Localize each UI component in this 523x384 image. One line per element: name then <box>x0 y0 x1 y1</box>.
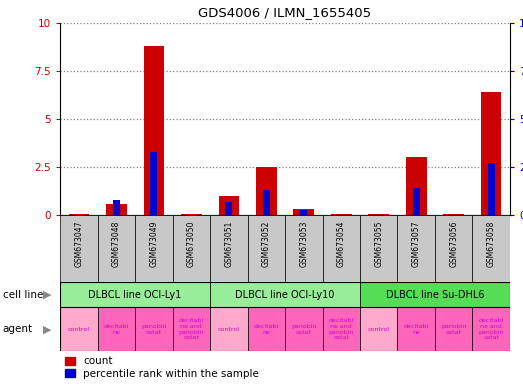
Text: decitabi
ne and
panobin
ostat: decitabi ne and panobin ostat <box>328 318 354 341</box>
Bar <box>360 282 510 307</box>
Text: GSM673055: GSM673055 <box>374 220 383 267</box>
Bar <box>285 215 323 282</box>
Bar <box>60 282 210 307</box>
Text: control: control <box>218 327 240 332</box>
Text: DLBCL line OCI-Ly1: DLBCL line OCI-Ly1 <box>88 290 181 300</box>
Bar <box>406 157 427 215</box>
Bar <box>435 307 472 351</box>
Text: control: control <box>368 327 390 332</box>
Bar <box>397 215 435 282</box>
Legend: count, percentile rank within the sample: count, percentile rank within the sample <box>65 356 259 379</box>
Bar <box>323 215 360 282</box>
Text: GSM673048: GSM673048 <box>112 220 121 267</box>
Text: GSM673058: GSM673058 <box>487 220 496 267</box>
Text: panobin
ostat: panobin ostat <box>141 324 167 335</box>
Bar <box>210 307 247 351</box>
Bar <box>472 307 510 351</box>
Text: panobin
ostat: panobin ostat <box>441 324 467 335</box>
Bar <box>210 215 247 282</box>
Bar <box>60 307 98 351</box>
Text: decitabi
ne and
panobin
ostat: decitabi ne and panobin ostat <box>479 318 504 341</box>
Bar <box>263 190 270 215</box>
Text: DLBCL line Su-DHL6: DLBCL line Su-DHL6 <box>385 290 484 300</box>
Bar <box>98 307 135 351</box>
Bar <box>219 196 239 215</box>
Bar <box>247 215 285 282</box>
Text: GSM673050: GSM673050 <box>187 220 196 267</box>
Bar <box>444 214 464 215</box>
Text: GSM673054: GSM673054 <box>337 220 346 267</box>
Text: GSM673052: GSM673052 <box>262 220 271 267</box>
Bar <box>360 307 397 351</box>
Text: GSM673057: GSM673057 <box>412 220 420 267</box>
Text: decitabi
ne and
panobin
ostat: decitabi ne and panobin ostat <box>178 318 204 341</box>
Title: GDS4006 / ILMN_1655405: GDS4006 / ILMN_1655405 <box>198 6 372 19</box>
Bar <box>488 163 495 215</box>
Text: GSM673049: GSM673049 <box>150 220 158 267</box>
Bar <box>151 152 157 215</box>
Bar <box>481 92 502 215</box>
Bar <box>397 307 435 351</box>
Bar <box>435 215 472 282</box>
Bar <box>256 167 277 215</box>
Text: GSM673056: GSM673056 <box>449 220 458 267</box>
Text: decitabi
ne: decitabi ne <box>104 324 129 335</box>
Text: decitabi
ne: decitabi ne <box>404 324 429 335</box>
Bar <box>106 204 127 215</box>
Text: agent: agent <box>3 324 33 334</box>
Bar <box>368 214 389 215</box>
Text: control: control <box>68 327 90 332</box>
Bar <box>225 202 232 215</box>
Bar <box>173 215 210 282</box>
Text: ▶: ▶ <box>43 290 51 300</box>
Text: decitabi
ne: decitabi ne <box>254 324 279 335</box>
Bar <box>60 215 98 282</box>
Text: GSM673047: GSM673047 <box>74 220 83 267</box>
Bar <box>173 307 210 351</box>
Bar <box>143 46 164 215</box>
Bar <box>300 210 307 215</box>
Text: cell line: cell line <box>3 290 43 300</box>
Bar <box>98 215 135 282</box>
Text: DLBCL line OCI-Ly10: DLBCL line OCI-Ly10 <box>235 290 335 300</box>
Bar <box>69 214 89 215</box>
Bar <box>293 209 314 215</box>
Bar <box>247 307 285 351</box>
Bar <box>135 307 173 351</box>
Bar <box>413 188 419 215</box>
Text: GSM673053: GSM673053 <box>299 220 308 267</box>
Bar <box>323 307 360 351</box>
Text: ▶: ▶ <box>43 324 51 334</box>
Bar <box>472 215 510 282</box>
Bar <box>135 215 173 282</box>
Bar <box>331 214 351 215</box>
Bar <box>360 215 397 282</box>
Bar <box>210 282 360 307</box>
Bar <box>285 307 323 351</box>
Bar <box>181 214 202 215</box>
Text: panobin
ostat: panobin ostat <box>291 324 316 335</box>
Text: GSM673051: GSM673051 <box>224 220 233 267</box>
Bar <box>113 200 120 215</box>
